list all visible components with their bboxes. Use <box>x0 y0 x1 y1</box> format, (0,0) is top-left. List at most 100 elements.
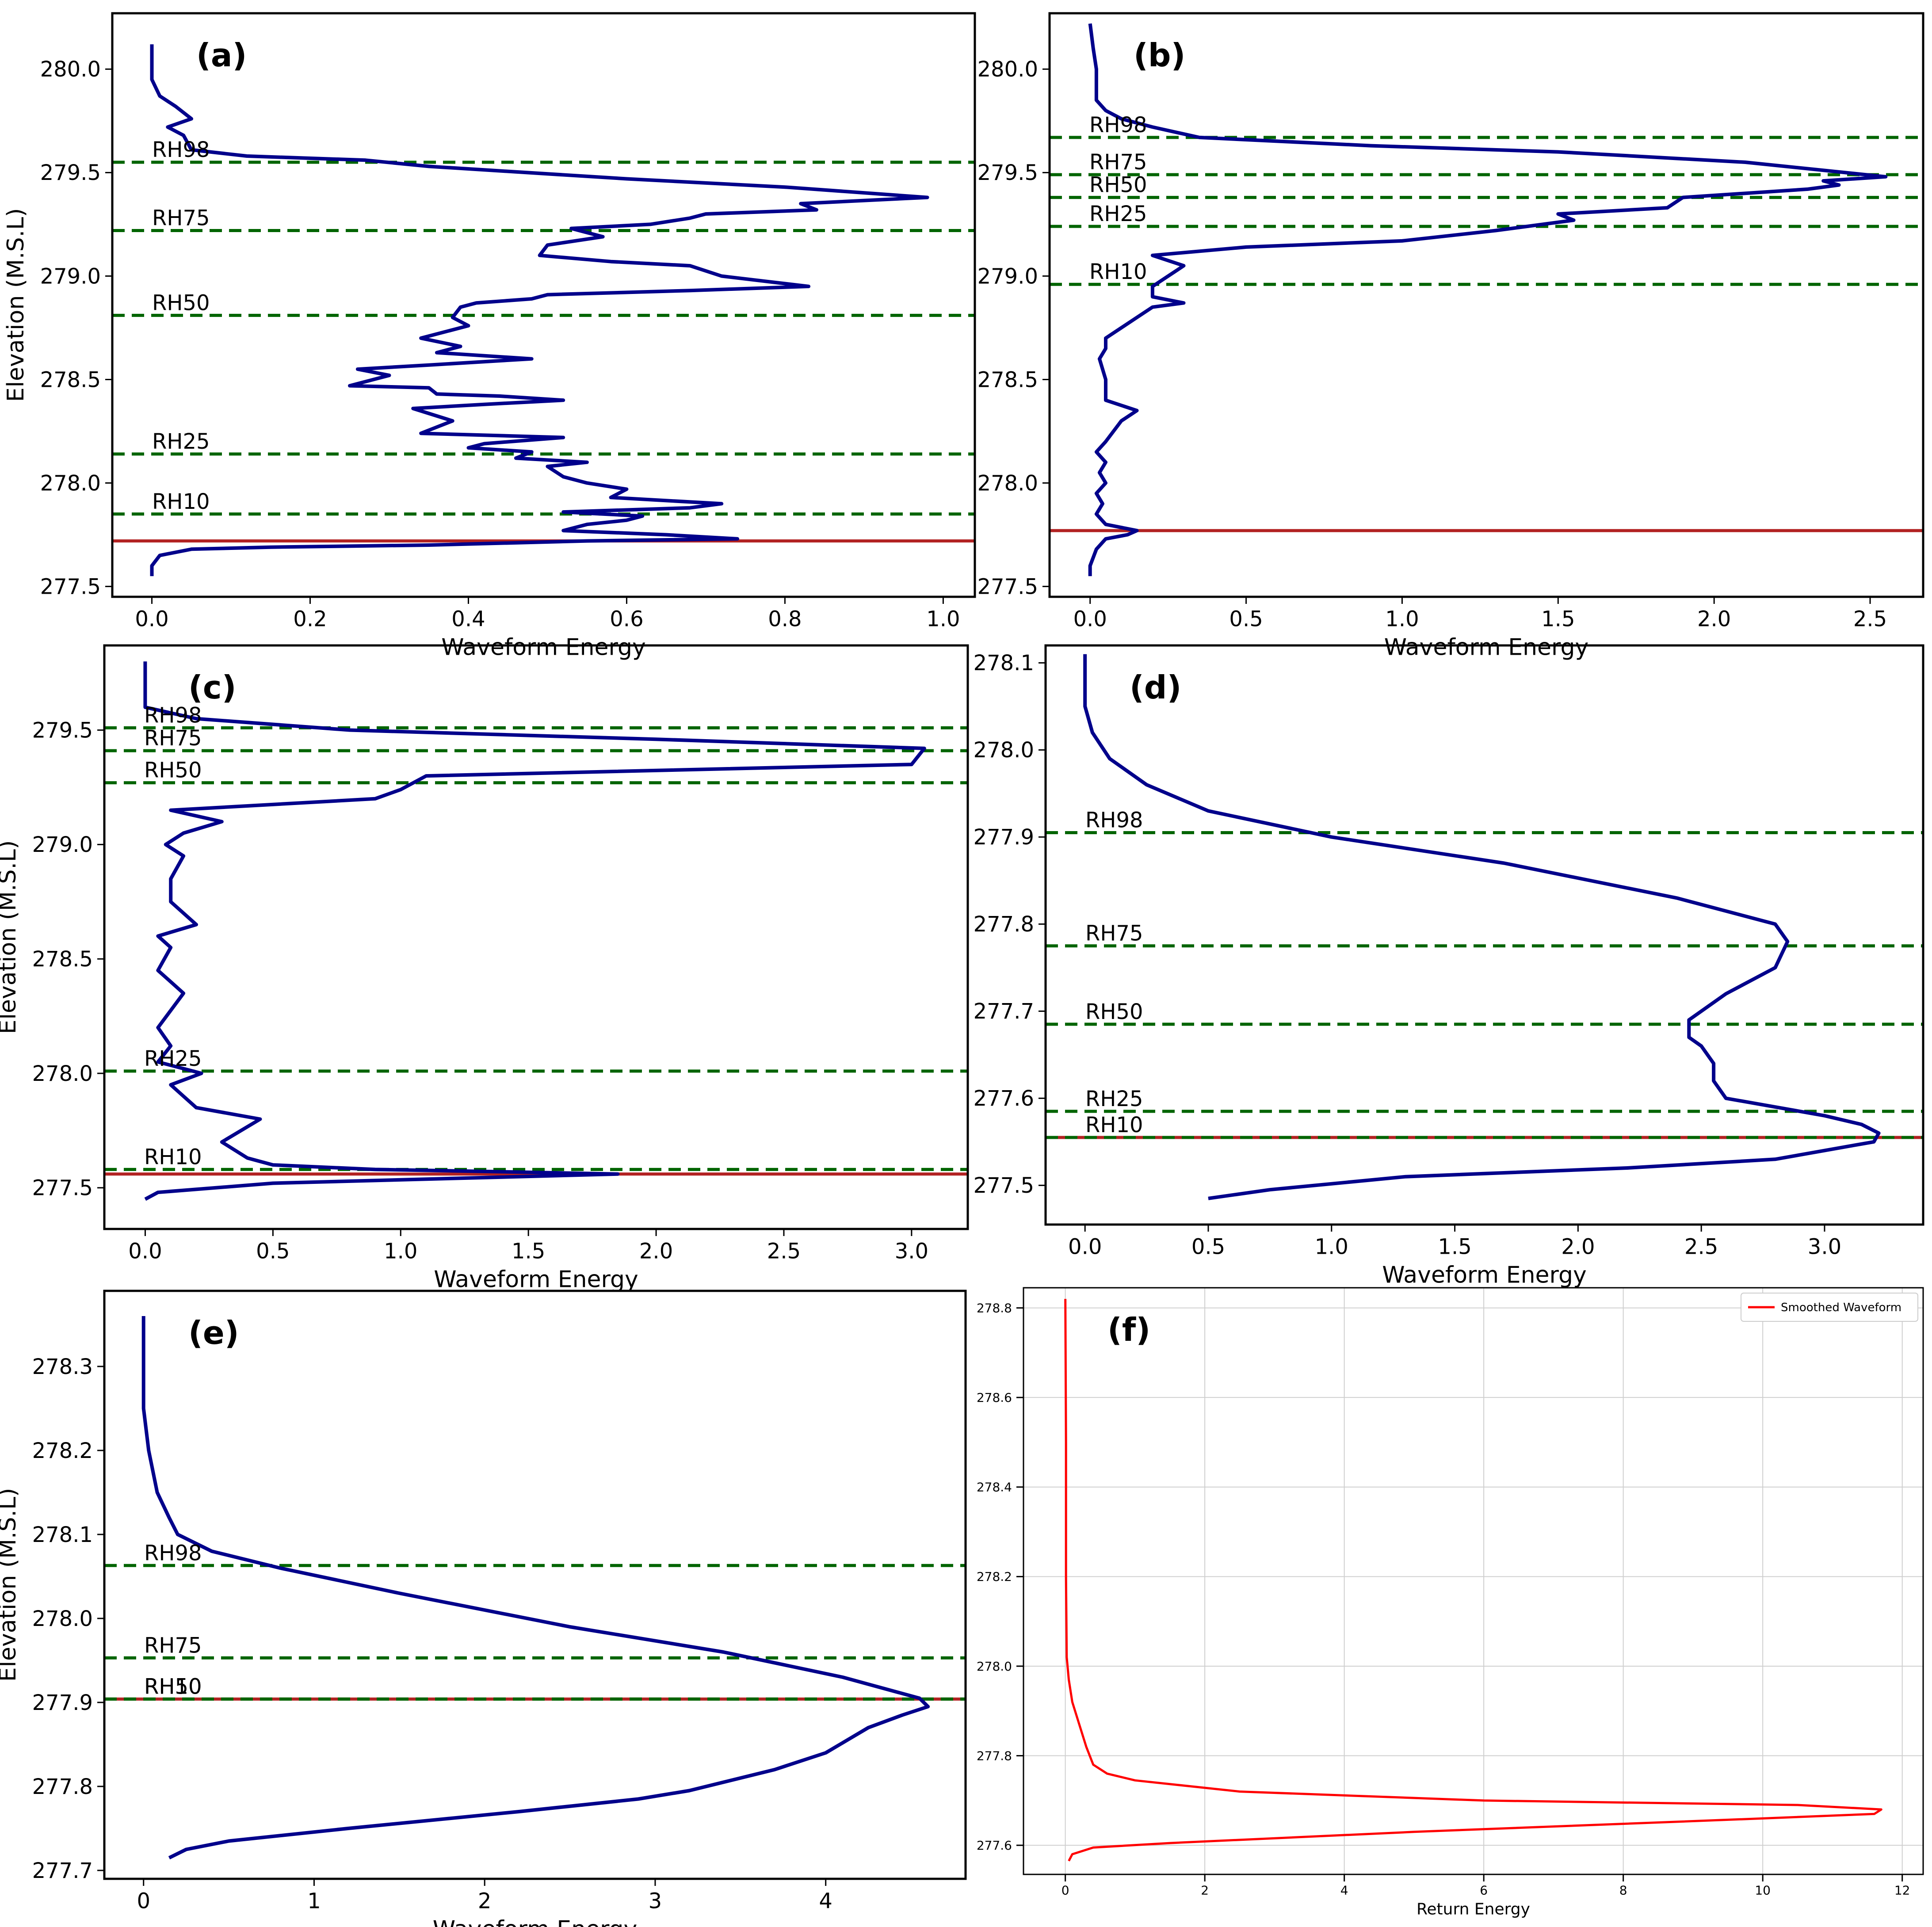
x-tick-label: 0 <box>1061 1883 1069 1897</box>
axes-frame <box>1044 644 1924 1226</box>
rh-label: RH10 <box>1085 1113 1143 1137</box>
y-tick-label: 278.0 <box>32 1606 93 1631</box>
y-tick-label: 277.6 <box>974 1086 1034 1111</box>
x-tick-label: 1 <box>307 1889 321 1913</box>
axes-frame <box>111 12 976 598</box>
y-tick-label: 278.0 <box>32 1061 93 1086</box>
panel-label: (f) <box>1107 1311 1150 1348</box>
y-tick-label: 278.2 <box>977 1569 1012 1584</box>
panel-label: (c) <box>188 669 237 706</box>
x-tick-label: 3.0 <box>895 1239 928 1263</box>
rh-label: RH10 <box>144 1145 202 1169</box>
waveform-line <box>150 44 929 576</box>
y-axis-label: Elevation (M.S.L) <box>0 1488 21 1682</box>
x-axis-label: Return Energy <box>1417 1900 1530 1918</box>
rh-label: RH98 <box>144 703 202 728</box>
x-tick-label: 2.5 <box>1853 607 1887 631</box>
x-tick-label: 2.5 <box>767 1239 801 1263</box>
rh-label: RH75 <box>1089 150 1147 175</box>
rh-label: RH50 <box>1089 173 1147 198</box>
legend-box <box>1741 1293 1918 1322</box>
y-axis-label: Elevation (M.S.L) <box>0 840 21 1034</box>
legend-label: Smoothed Waveform <box>1781 1301 1901 1314</box>
y-tick-label: 277.5 <box>977 574 1038 599</box>
x-tick-label: 8 <box>1619 1883 1627 1897</box>
x-tick-label: 0 <box>137 1889 150 1913</box>
x-tick-label: 0.0 <box>1073 607 1107 631</box>
y-tick-label: 279.0 <box>977 264 1038 289</box>
x-axis-label: Waveform Energy <box>434 1266 638 1293</box>
rh-label: RH25 <box>1085 1087 1143 1111</box>
x-tick-label: 0.6 <box>610 607 643 631</box>
y-tick-label: 277.5 <box>40 574 101 599</box>
rh-label: RH98 <box>1089 113 1147 137</box>
x-axis-label: Waveform Energy <box>1384 634 1589 660</box>
rh-label: RH75 <box>152 206 210 230</box>
axes-frame <box>1023 1287 1924 1875</box>
waveform-line <box>1083 654 1881 1200</box>
rh-label: RH25 <box>1089 202 1147 226</box>
y-tick-label: 277.8 <box>977 1748 1012 1763</box>
panel-label: (a) <box>196 37 247 74</box>
plot-area-f <box>1064 1299 1882 1862</box>
x-tick-label: 6 <box>1480 1883 1488 1897</box>
plot-area-b <box>1050 23 1923 576</box>
waveform-line <box>1088 23 1888 576</box>
y-tick-label: 278.3 <box>32 1355 93 1379</box>
y-tick-label: 278.5 <box>977 367 1038 392</box>
y-tick-label: 278.4 <box>977 1480 1012 1495</box>
x-tick-label: 10 <box>1755 1883 1771 1897</box>
y-tick-label: 277.8 <box>974 912 1034 937</box>
panel-a: RH98 RH75 RH50 RH25 RH10 0.0 0.2 0.4 0.6 0.8 1.0 27… <box>3 12 976 660</box>
waveform-line <box>141 1316 930 1860</box>
plot-area-a <box>112 44 975 576</box>
rh-label: RH75 <box>144 1633 202 1658</box>
x-tick-label: 1.5 <box>1541 607 1575 631</box>
x-tick-label: 0.4 <box>451 607 485 631</box>
y-tick-label: 277.9 <box>32 1690 93 1715</box>
y-tick-label: 280.0 <box>40 57 101 82</box>
x-tick-label: 2 <box>478 1889 492 1913</box>
axes-frame <box>103 644 969 1230</box>
panel-label: (b) <box>1134 37 1185 74</box>
rh-label: RH75 <box>1085 921 1143 946</box>
y-tick-label: 278.6 <box>977 1390 1012 1405</box>
y-tick-label: 277.7 <box>974 999 1034 1024</box>
x-tick-label: 1.0 <box>926 607 960 631</box>
y-tick-label: 278.0 <box>974 738 1034 763</box>
legend: Smoothed Waveform <box>1741 1293 1918 1322</box>
x-axis-label: Waveform Energy <box>441 634 646 660</box>
axes-frame <box>1048 12 1924 598</box>
rh-label: RH10 <box>152 489 210 514</box>
y-tick-label: 279.5 <box>40 160 101 185</box>
y-tick-label: 277.5 <box>32 1176 93 1201</box>
rh-label: RH25 <box>144 1046 202 1071</box>
y-tick-label: 278.1 <box>974 651 1034 675</box>
y-axis-label: Elevation (M.S.L) <box>3 208 29 402</box>
plot-area-d <box>1046 654 1923 1200</box>
rh-label: RH50 <box>1085 1000 1143 1024</box>
axes-frame <box>103 1290 967 1880</box>
waveform-line <box>143 661 926 1201</box>
rh-label: RH50 <box>152 290 210 315</box>
rh-label: RH98 <box>152 137 210 162</box>
x-axis-label: Waveform Energy <box>1382 1262 1587 1288</box>
x-tick-label: 0.0 <box>128 1239 162 1263</box>
y-tick-label: 277.9 <box>974 825 1034 850</box>
panel-label: (d) <box>1130 669 1181 706</box>
y-tick-label: 279.5 <box>32 718 93 743</box>
y-tick-label: 278.5 <box>40 367 101 392</box>
y-tick-label: 277.5 <box>974 1173 1034 1198</box>
x-tick-label: 1.5 <box>512 1239 545 1263</box>
x-tick-label: 4 <box>819 1889 832 1913</box>
x-tick-label: 3 <box>649 1889 662 1913</box>
x-tick-label: 1.5 <box>1438 1234 1471 1259</box>
y-tick-label: 278.0 <box>977 1659 1012 1674</box>
x-tick-label: 0.5 <box>256 1239 290 1263</box>
y-tick-label: 278.0 <box>40 471 101 496</box>
